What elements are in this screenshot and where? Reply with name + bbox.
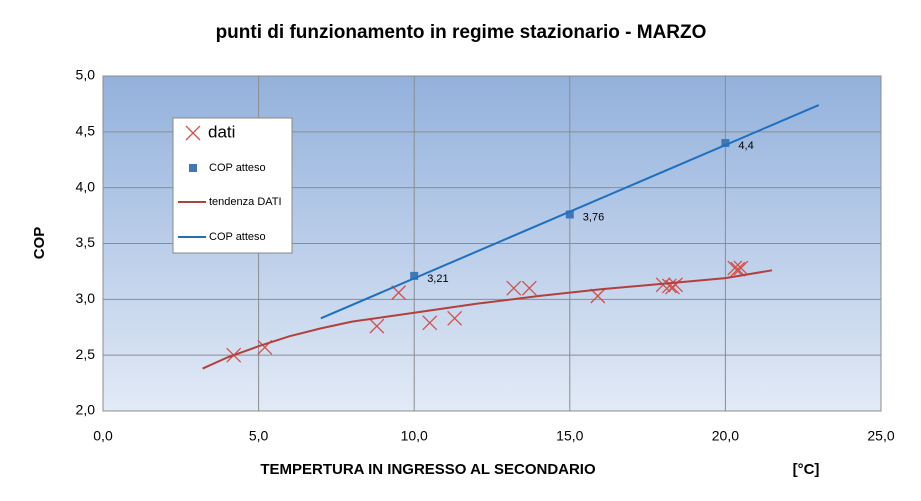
legend-marker [189, 164, 197, 172]
data-point [447, 310, 463, 326]
x-tick-label: 0,0 [93, 428, 113, 444]
y-tick-label: 3,0 [76, 290, 96, 306]
marks: 3,21 3,76 4,4 [202, 104, 820, 370]
y-tick-label: 3,5 [76, 234, 96, 250]
y-tick-label: 4,5 [76, 123, 96, 139]
data-point [721, 139, 730, 147]
y-tick-label: 4,0 [76, 178, 96, 194]
data-label: 4,4 [738, 140, 753, 152]
y-tick-label: 2,5 [76, 346, 96, 362]
data-point [565, 210, 574, 219]
x-tick-label: 20,0 [712, 428, 739, 444]
data-point [422, 315, 438, 331]
legend-label: tendenza DATI [209, 196, 282, 208]
data-point [369, 318, 385, 334]
data-point [590, 288, 606, 304]
legend-label: COP atteso [209, 162, 266, 174]
x-tick-label: 25,0 [867, 428, 894, 444]
data-point [410, 271, 419, 280]
y-axis-label: COP [31, 227, 48, 260]
y-tick-label: 2,0 [76, 402, 96, 418]
data-point [730, 261, 746, 277]
data-label: 3,76 [583, 211, 604, 223]
data-point [727, 260, 743, 276]
data-point [733, 260, 749, 276]
x-tick-label: 5,0 [249, 428, 269, 444]
data-point [506, 280, 522, 296]
x-tick-label: 10,0 [401, 428, 428, 444]
plot-border [102, 75, 882, 412]
legend-label: dati [208, 122, 235, 141]
trend-line [320, 104, 820, 320]
data-point [655, 277, 671, 293]
legend-marker [185, 125, 201, 141]
data-point [661, 278, 677, 294]
chart-title: punti di funzionamento in regime stazion… [216, 22, 707, 43]
data-point [668, 277, 684, 293]
x-axis-label: TEMPERTURA IN INGRESSO AL SECONDARIO [260, 461, 596, 478]
legend-label: COP atteso [209, 231, 266, 243]
y-tick-label: 5,0 [76, 67, 96, 83]
legend [172, 117, 293, 254]
data-label: 3,21 [427, 273, 448, 285]
data-point [521, 280, 537, 296]
x-axis-unit: [°C] [793, 461, 820, 478]
legend-entries: dati COP atteso tendenza DATI COP atteso [178, 122, 282, 243]
trend-line [202, 269, 773, 370]
x-tick-label: 15,0 [556, 428, 583, 444]
